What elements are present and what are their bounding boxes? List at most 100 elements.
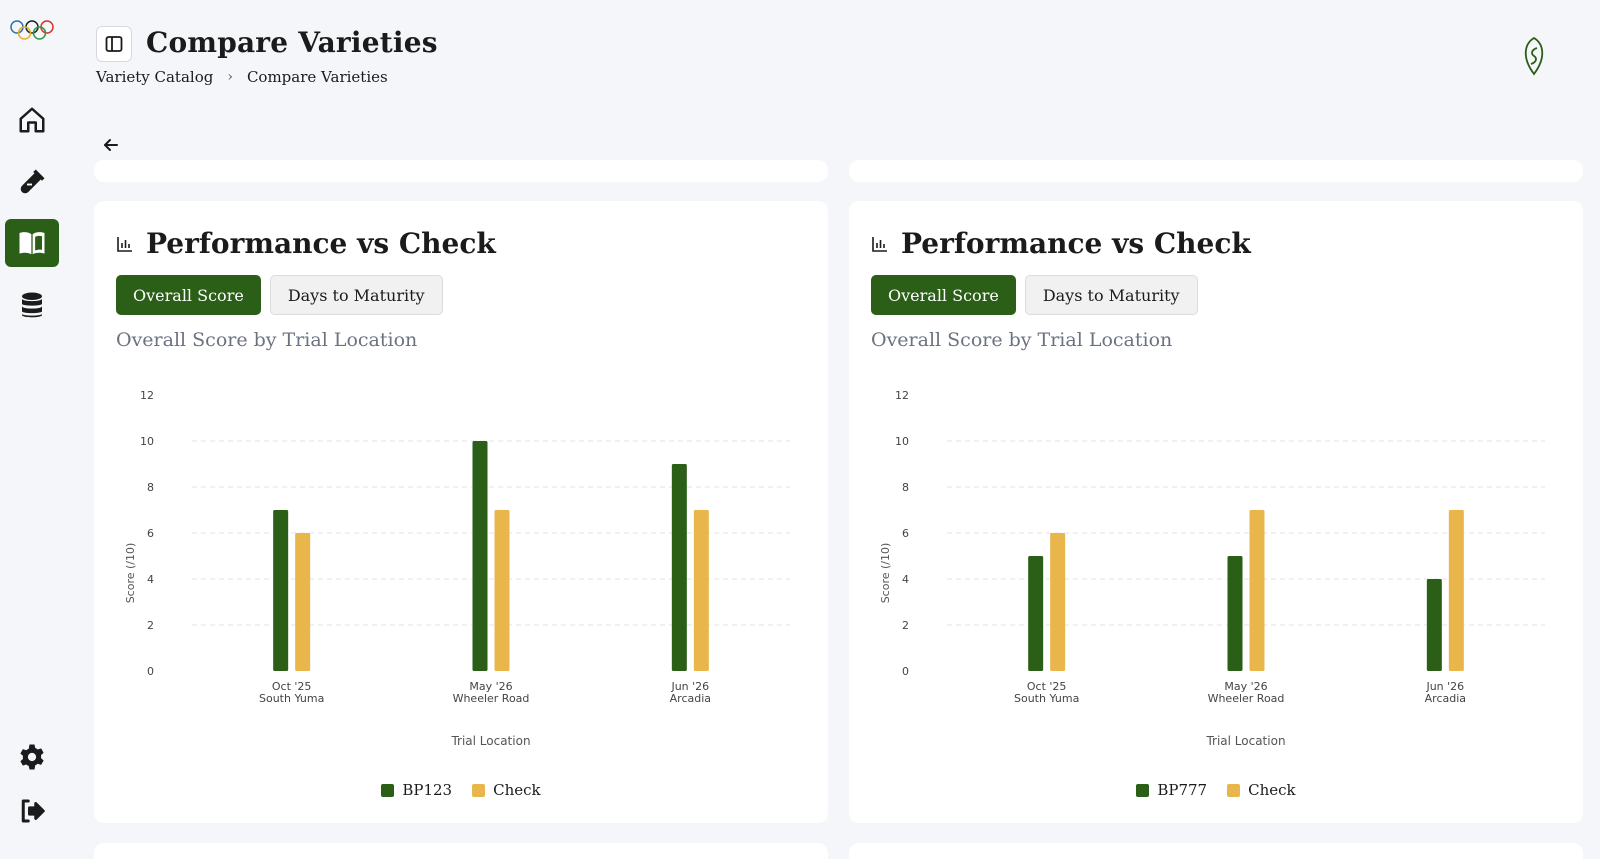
metric-tabs: Overall Score Days to Maturity [871,275,1198,315]
sidebar-item-logout[interactable] [5,787,59,835]
card-title: Performance vs Check [146,227,496,260]
y-tick-label: 6 [902,527,909,540]
x-tick-label: Oct '25 [1027,680,1067,693]
arrow-left-icon [104,139,118,151]
y-tick-label: 2 [147,619,154,632]
sign-out-icon [21,799,45,823]
x-tick-label: Wheeler Road [1208,692,1285,705]
x-tick-label: May '26 [469,680,512,693]
olympic-rings-logo [8,18,56,44]
sidebar-panel-icon [105,36,123,52]
bar-chart-icon [117,236,132,252]
legend-label: Check [493,781,541,799]
chart-legend: BP777 Check [849,781,1583,799]
x-tick-label: May '26 [1224,680,1267,693]
y-tick-label: 8 [147,481,154,494]
bar-check [1448,510,1464,671]
legend-label: Check [1248,781,1296,799]
bar-bp123 [273,510,289,671]
y-tick-label: 12 [895,389,909,402]
x-tick-label: Jun '26 [670,680,709,693]
y-tick-label: 10 [895,435,909,448]
y-tick-label: 12 [140,389,154,402]
y-tick-label: 10 [140,435,154,448]
y-tick-label: 2 [902,619,909,632]
card-above-left [94,160,828,182]
legend-item[interactable]: BP123 [381,781,452,799]
sidebar-item-data[interactable] [5,281,59,329]
bar-bp777 [1227,556,1243,671]
bar-chart-icon [872,236,887,252]
chevron-right-icon: › [227,69,233,85]
bar-check [295,533,311,671]
page-title: Compare Varieties [146,26,438,59]
performance-card-right: Performance vs Check Overall Score Days … [849,201,1583,823]
bar-check [494,510,510,671]
legend-swatch [1136,783,1150,797]
bar-bp777 [1028,556,1044,671]
tab-overall-score[interactable]: Overall Score [871,275,1016,315]
breadcrumb-item-catalog[interactable]: Variety Catalog [96,68,214,86]
legend-item[interactable]: BP777 [1136,781,1207,799]
legend-swatch [472,783,486,797]
y-tick-label: 8 [902,481,909,494]
x-tick-label: South Yuma [259,692,324,705]
bar-bp123 [472,441,488,671]
bar-check [1249,510,1265,671]
bar-check [693,510,709,671]
sidebar-item-catalog[interactable] [5,219,59,267]
x-tick-label: Jun '26 [1425,680,1464,693]
y-tick-label: 0 [902,665,909,678]
legend-item[interactable]: Check [1227,781,1296,799]
legend-label: BP123 [402,781,453,799]
sidebar [0,0,64,859]
sidebar-item-settings[interactable] [5,733,59,781]
chart-subtitle: Overall Score by Trial Location [116,329,418,351]
y-tick-label: 4 [147,573,154,586]
x-tick-label: Arcadia [1425,692,1466,705]
database-icon [22,292,42,318]
tab-days-to-maturity[interactable]: Days to Maturity [269,275,443,315]
y-tick-label: 0 [147,665,154,678]
x-tick-label: Arcadia [670,692,711,705]
breadcrumb-item-current: Compare Varieties [246,68,388,86]
tab-overall-score[interactable]: Overall Score [116,275,261,315]
bar-bp777 [1426,579,1442,671]
y-tick-label: 4 [902,573,909,586]
legend-swatch [1227,783,1241,797]
back-button[interactable] [98,132,124,158]
bar-check [1050,533,1066,671]
card-above-right [849,160,1583,182]
performance-card-left: Performance vs Check Overall Score Days … [94,201,828,823]
book-open-icon [19,232,45,255]
y-tick-label: 6 [147,527,154,540]
test-tube-icon [20,169,45,194]
card-below-left [94,843,828,859]
x-tick-label: Oct '25 [272,680,312,693]
x-tick-label: Wheeler Road [453,692,530,705]
sidebar-toggle-button[interactable] [96,26,132,62]
legend-swatch [381,783,395,797]
metric-tabs: Overall Score Days to Maturity [116,275,443,315]
chart-legend: BP123 Check [94,781,828,799]
sidebar-item-home[interactable] [5,96,59,144]
x-tick-label: South Yuma [1014,692,1079,705]
y-axis-label: Score (/10) [124,543,137,604]
sidebar-item-trials[interactable] [5,158,59,206]
chart-subtitle: Overall Score by Trial Location [871,329,1173,351]
home-icon [19,107,45,133]
legend-item[interactable]: Check [472,781,541,799]
card-below-right [849,843,1583,859]
bar-bp123 [671,464,687,671]
card-title: Performance vs Check [901,227,1251,260]
leaf-logo [1518,36,1548,76]
y-axis-label: Score (/10) [879,543,892,604]
x-axis-label: Trial Location [450,734,530,748]
tab-days-to-maturity[interactable]: Days to Maturity [1024,275,1198,315]
x-axis-label: Trial Location [1205,734,1285,748]
breadcrumb: Variety Catalog › Compare Varieties [96,68,388,86]
gear-icon [20,744,44,770]
legend-label: BP777 [1157,781,1208,799]
